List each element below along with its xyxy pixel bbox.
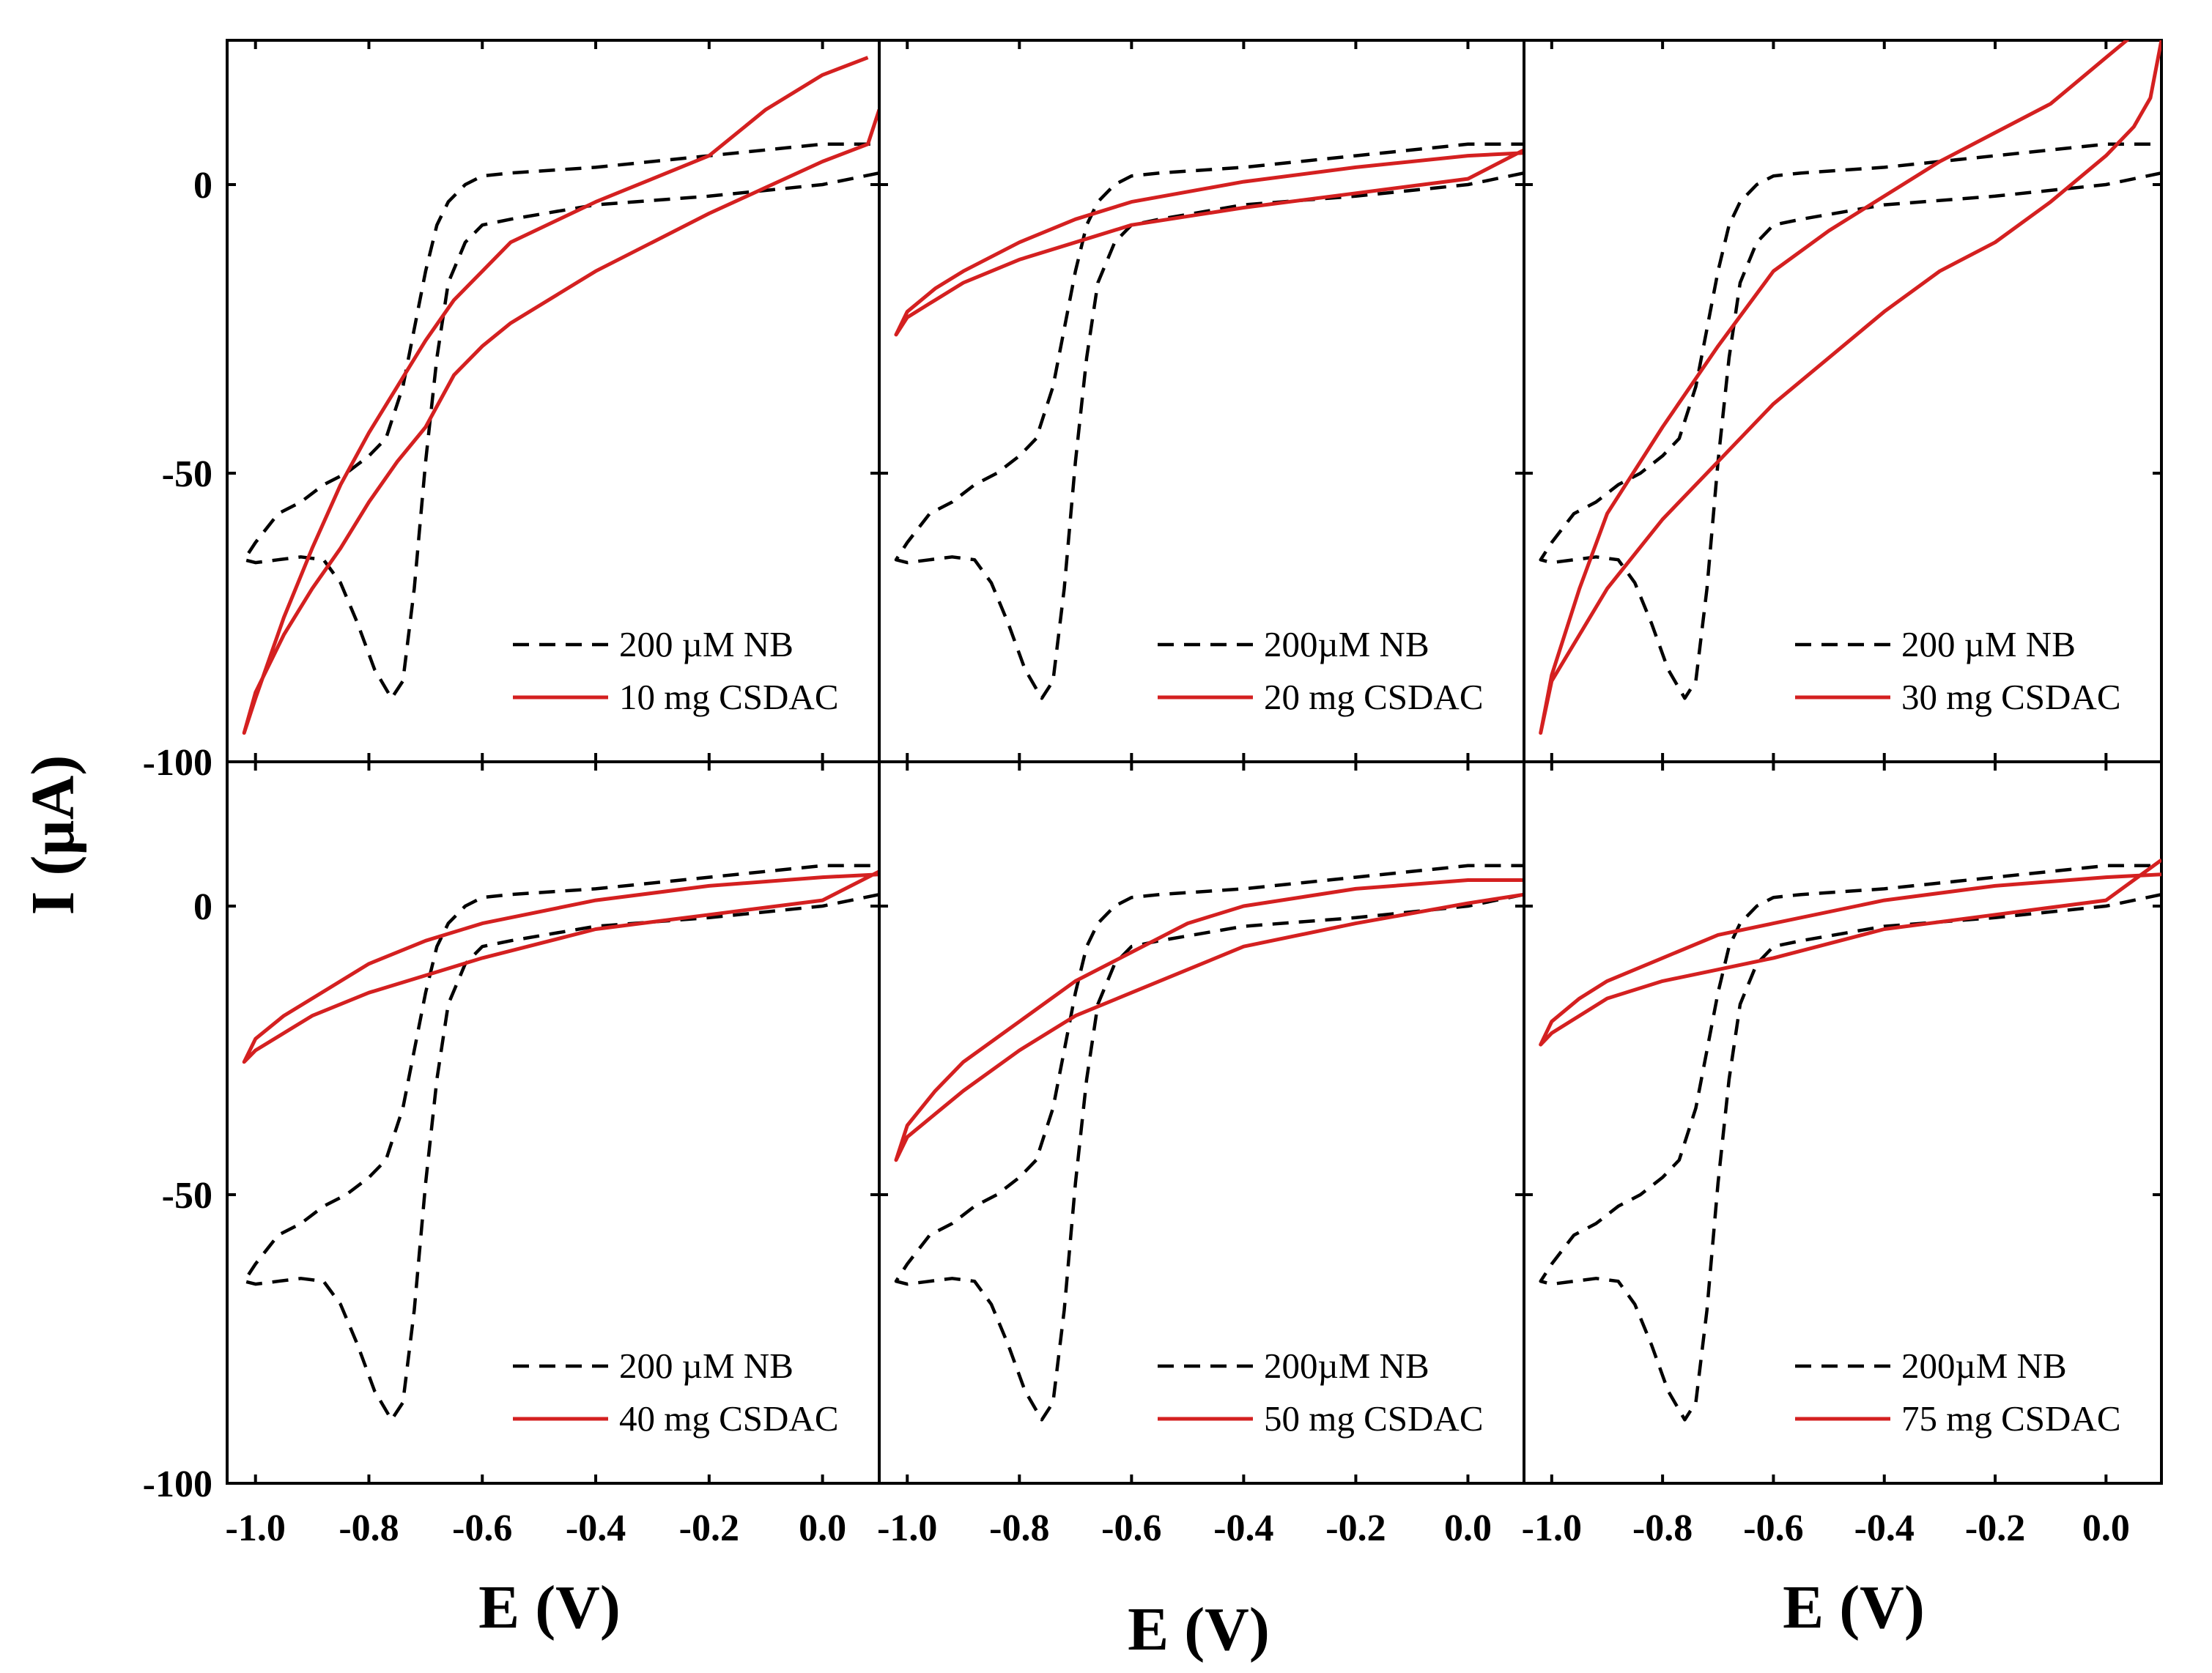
x-tick-label: -0.8 xyxy=(989,1507,1049,1549)
x-tick-label: 0.0 xyxy=(2082,1507,2130,1549)
series-line-csdac xyxy=(242,869,879,1064)
x-tick-label: -0.6 xyxy=(1101,1507,1161,1549)
x-tick-label: -0.8 xyxy=(1632,1507,1693,1549)
x-tick-label: -0.4 xyxy=(1213,1507,1273,1549)
x-tick-label: -0.8 xyxy=(339,1507,399,1549)
panels-layer: -100 -50 0 200 µM NB 10 mg CSDAC 200µM NB 20 m… xyxy=(143,39,2163,1549)
y-tick-label: 0 xyxy=(193,165,212,207)
y-tick-label: -100 xyxy=(143,1464,212,1505)
x-tick-label: -1.0 xyxy=(226,1507,286,1549)
panel-bottom-left: -100 -50 0 -1.0 -0.8 -0.6 -0.4 -0.2 0.0 200 µM NB… xyxy=(143,760,881,1549)
x-tick-label: 0.0 xyxy=(799,1507,846,1549)
legend-label: 200µM NB xyxy=(1264,1346,1429,1386)
y-axis-title: I (µA) xyxy=(19,755,87,916)
x-tick-label: -0.2 xyxy=(1325,1507,1386,1549)
panel-top-middle: 200µM NB 20 mg CSDAC xyxy=(878,39,1525,763)
legend-label: 20 mg CSDAC xyxy=(1264,677,1484,717)
series-line-nb-reference xyxy=(242,142,879,700)
x-tick-label: -0.6 xyxy=(452,1507,512,1549)
x-axis-title-right: E (V) xyxy=(1783,1573,1925,1642)
y-tick-label: -100 xyxy=(143,742,212,784)
y-tick-label: -50 xyxy=(162,453,212,495)
x-tick-label: -1.0 xyxy=(877,1507,937,1549)
series-line-nb-reference xyxy=(242,864,879,1422)
x-tick-label: -0.2 xyxy=(1965,1507,2025,1549)
legend-label: 10 mg CSDAC xyxy=(619,677,839,717)
panel-top-right: 200 µM NB 30 mg CSDAC xyxy=(1523,39,2163,763)
legend-label: 30 mg CSDAC xyxy=(1901,677,2121,717)
legend-label: 200 µM NB xyxy=(1901,624,2076,664)
legend-label: 200µM NB xyxy=(1901,1346,2067,1386)
x-tick-label: 0.0 xyxy=(1444,1507,1492,1549)
x-tick-label: -0.2 xyxy=(679,1507,739,1549)
series-line-csdac xyxy=(1539,40,2161,735)
y-tick-label: -50 xyxy=(162,1175,212,1217)
legend-label: 75 mg CSDAC xyxy=(1901,1398,2121,1439)
x-tick-label: -0.6 xyxy=(1743,1507,1803,1549)
x-tick-label: -0.4 xyxy=(1854,1507,1915,1549)
y-tick-label: 0 xyxy=(193,886,212,928)
legend-label: 50 mg CSDAC xyxy=(1264,1398,1484,1439)
series-line-csdac xyxy=(894,148,1524,337)
series-line-csdac xyxy=(894,878,1524,1162)
series-line-nb-reference xyxy=(894,142,1524,700)
x-axis-title-left: E (V) xyxy=(478,1573,621,1642)
series-line-nb-reference xyxy=(1539,142,2161,700)
legend-label: 200 µM NB xyxy=(619,1346,794,1386)
series-line-nb-reference xyxy=(894,864,1524,1422)
x-tick-label: -1.0 xyxy=(1522,1507,1582,1549)
x-tick-label: -0.4 xyxy=(566,1507,626,1549)
x-axis-title-middle: E (V) xyxy=(1128,1595,1270,1663)
series-line-csdac xyxy=(1539,858,2161,1047)
legend-label: 200µM NB xyxy=(1264,624,1429,664)
legend-label: 200 µM NB xyxy=(619,624,794,664)
series-line-csdac xyxy=(242,56,879,735)
panel-bottom-right: -1.0 -0.8 -0.6 -0.4 -0.2 0.0 200µM NB 75 mg CSD… xyxy=(1522,760,2163,1549)
series-line-nb-reference xyxy=(1539,864,2161,1422)
panel-frame xyxy=(1523,760,2163,1485)
panel-top-left: -100 -50 0 200 µM NB 10 mg CSDAC xyxy=(143,39,881,784)
panel-bottom-middle: -1.0 -0.8 -0.6 -0.4 -0.2 0.0 200µM NB 50 mg CSD… xyxy=(877,760,1525,1549)
legend-label: 40 mg CSDAC xyxy=(619,1398,839,1439)
